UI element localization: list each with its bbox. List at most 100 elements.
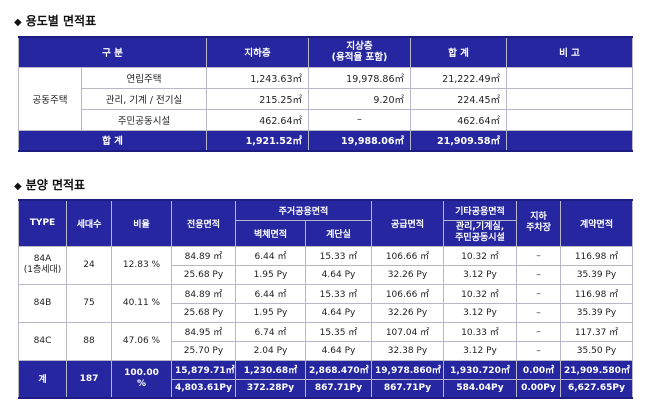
cell-other: 10.33 ㎡ — [443, 321, 517, 342]
cell-underground: 1,243.63㎡ — [206, 66, 310, 89]
table-total-row: 합 계 1,921.52㎡ 19,988.06㎡ 21,909.58㎡ — [17, 129, 634, 152]
cell-parking: – — [516, 245, 561, 266]
header-units: 세대수 — [66, 199, 112, 247]
total-wall: 1,230.68㎡ — [235, 359, 306, 380]
sale-area-table: TYPE 세대수 비율 전용면적 주거공용면적 공급면적 기타공용면적 지하 주… — [18, 199, 633, 399]
header-wall: 벽체면적 — [235, 219, 306, 247]
total-exclusive: 15,879.71㎡ — [171, 359, 236, 380]
total-parking: 0.00Py — [516, 378, 561, 399]
table-row: 주민공동시설 462.64㎡ – 462.64㎡ — [19, 108, 634, 131]
cell-supply: 107.04 ㎡ — [371, 321, 444, 342]
total-stair: 867.71Py — [305, 378, 372, 399]
total-other: 1,930.720㎡ — [443, 359, 517, 380]
header-total: 합 계 — [410, 36, 508, 68]
header-parking: 지하 주차장 — [516, 199, 561, 247]
cell-exclusive: 25.68 Py — [171, 302, 236, 323]
header-residential-common: 주거공용면적 — [235, 199, 372, 221]
header-stair: 계단실 — [305, 219, 372, 247]
cell-units: 24 — [66, 245, 112, 285]
cell-contract: 116.98 ㎡ — [560, 283, 633, 304]
cell-note — [506, 66, 634, 89]
total-wall: 372.28Py — [235, 378, 306, 399]
cell-stair: 4.64 Py — [305, 340, 372, 361]
cell-exclusive: 84.89 ㎡ — [171, 283, 236, 304]
cell-other: 3.12 Py — [443, 302, 517, 323]
header-other-common-sub: 관리,기계실, 주민공동시설 — [443, 219, 517, 247]
total-stair: 2,868.470㎡ — [305, 359, 372, 380]
total-label: 합 계 — [17, 129, 208, 152]
total-label: 계 — [18, 359, 67, 399]
header-note: 비 고 — [506, 36, 634, 68]
section2-title-text: 분양 면적표 — [25, 178, 86, 192]
cell-exclusive: 84.89 ㎡ — [171, 245, 236, 266]
total-parking: 0.00㎡ — [516, 359, 561, 380]
total-other: 584.04Py — [443, 378, 517, 399]
total-supply: 19,978.860㎡ — [371, 359, 444, 380]
cell-parking: – — [516, 264, 561, 285]
section1-title: ◆ 용도별 면적표 — [14, 12, 96, 29]
cell-other: 10.32 ㎡ — [443, 283, 517, 304]
table-total-row: 4,803.61Py 372.28Py 867.71Py 867.71Py 58… — [19, 378, 633, 399]
cell-underground: 462.64㎡ — [206, 108, 310, 131]
cell-stair: 4.64 Py — [305, 302, 372, 323]
cell-type: 84A (1층세대) — [18, 245, 67, 285]
header-ratio: 비율 — [111, 199, 172, 247]
table-row: 84C 88 47.06 % 84.95 ㎡ 6.74 ㎡ 15.35 ㎡ 10… — [18, 321, 633, 361]
cell-aboveground: 9.20㎡ — [308, 87, 412, 110]
cell-wall: 6.44 ㎡ — [235, 283, 306, 304]
cell-note — [506, 108, 634, 131]
cell-type: 84C — [18, 321, 67, 361]
table-row: 관리, 기계 / 전기실 215.25㎡ 9.20㎡ 224.45㎡ — [19, 87, 634, 110]
header-supply: 공급면적 — [371, 199, 444, 247]
total-ratio: 100.00 % — [111, 359, 172, 399]
table-row: 25.68 Py 1.95 Py 4.64 Py 32.26 Py 3.12 P… — [19, 302, 633, 323]
cell-parking: – — [516, 321, 561, 342]
cell-ratio: 40.11 % — [111, 283, 172, 323]
row-label: 연립주택 — [80, 66, 208, 89]
header-underground: 지하층 — [206, 36, 310, 68]
diamond-bullet-icon: ◆ — [14, 17, 22, 28]
cell-supply: 32.26 Py — [371, 264, 444, 285]
cell-aboveground: 19,978.86㎡ — [308, 66, 412, 89]
table-row: 25.68 Py 1.95 Py 4.64 Py 32.26 Py 3.12 P… — [19, 264, 633, 285]
total-units: 187 — [66, 359, 112, 399]
cell-ratio: 12.83 % — [111, 245, 172, 285]
total-underground: 1,921.52㎡ — [206, 129, 310, 152]
row-label: 주민공동시설 — [80, 108, 208, 131]
table-header-row: TYPE 세대수 비율 전용면적 주거공용면적 공급면적 기타공용면적 지하 주… — [18, 199, 633, 247]
header-category: 구 분 — [17, 36, 208, 68]
table-subheader-row: 벽체면적 계단실 관리,기계실, 주민공동시설 — [19, 219, 633, 247]
cell-total: 224.45㎡ — [410, 87, 508, 110]
total-aboveground: 19,988.06㎡ — [308, 129, 412, 152]
cell-wall: 6.44 ㎡ — [235, 245, 306, 266]
cell-underground: 215.25㎡ — [206, 87, 310, 110]
cell-wall: 1.95 Py — [235, 302, 306, 323]
table-total-row: 계 187 100.00 % 15,879.71㎡ 1,230.68㎡ 2,86… — [18, 359, 633, 399]
cell-contract: 35.39 Py — [560, 302, 633, 323]
total-contract: 6,627.65Py — [560, 378, 633, 399]
cell-stair: 15.33 ㎡ — [305, 283, 372, 304]
total-supply: 867.71Py — [371, 378, 444, 399]
row-label: 관리, 기계 / 전기실 — [80, 87, 208, 110]
header-aboveground: 지상층 (용적율 포함) — [308, 36, 412, 68]
cell-other: 3.12 Py — [443, 340, 517, 361]
section1-title-text: 용도별 면적표 — [25, 14, 97, 28]
total-contract: 21,909.580㎡ — [560, 359, 633, 380]
cell-contract: 35.39 Py — [560, 264, 633, 285]
table-header-row: 구 분 지하층 지상층 (용적율 포함) 합 계 비 고 — [17, 36, 634, 68]
cell-wall: 6.74 ㎡ — [235, 321, 306, 342]
cell-supply: 32.38 Py — [371, 340, 444, 361]
cell-contract: 35.50 Py — [560, 340, 633, 361]
cell-units: 88 — [66, 321, 112, 361]
cell-aboveground: – — [308, 108, 412, 131]
table-row: 공동주택 연립주택 1,243.63㎡ 19,978.86㎡ 21,222.49… — [18, 66, 634, 131]
cell-stair: 4.64 Py — [305, 264, 372, 285]
cell-ratio: 47.06 % — [111, 321, 172, 361]
cell-units: 75 — [66, 283, 112, 323]
cell-parking: – — [516, 302, 561, 323]
cell-exclusive: 25.68 Py — [171, 264, 236, 285]
cell-supply: 106.66 ㎡ — [371, 245, 444, 266]
cell-stair: 15.33 ㎡ — [305, 245, 372, 266]
cell-parking: – — [516, 340, 561, 361]
usage-area-table: 구 분 지하층 지상층 (용적율 포함) 합 계 비 고 공동주택 연립주택 1… — [17, 36, 634, 152]
